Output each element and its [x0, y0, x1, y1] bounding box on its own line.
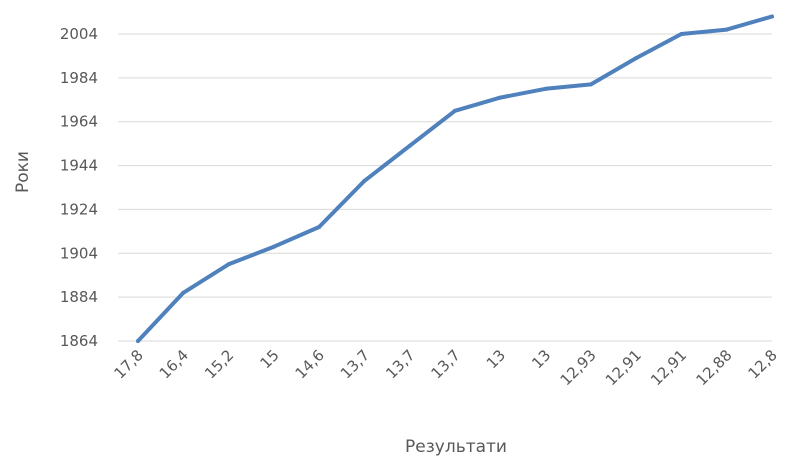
x-tick-label: 17,8 — [110, 346, 146, 382]
y-axis-title: Роки — [13, 151, 33, 193]
x-tick-label: 15,2 — [201, 346, 237, 382]
data-point — [453, 108, 457, 113]
data-point — [181, 290, 186, 295]
series-layer — [136, 14, 774, 343]
data-point — [724, 27, 729, 32]
y-tick-label: 2004 — [60, 25, 98, 43]
y-tick-label: 1904 — [60, 244, 98, 262]
data-point — [634, 56, 639, 61]
y-tick-label: 1984 — [60, 69, 98, 87]
x-tick-label: 13,7 — [382, 346, 418, 382]
data-point — [362, 178, 367, 183]
x-tick-label: 12,91 — [602, 346, 645, 389]
x-tick-label: 12,8 — [744, 346, 780, 382]
x-tick-label: 12,88 — [692, 346, 735, 389]
x-tick-label: 12,91 — [647, 346, 690, 389]
data-point — [498, 95, 503, 100]
series-line-0 — [136, 14, 774, 343]
y-tick-label: 1944 — [60, 157, 98, 175]
x-tick-label: 12,93 — [557, 346, 600, 389]
data-point — [136, 339, 140, 343]
data-point — [679, 32, 684, 36]
x-tick-label: 13 — [528, 346, 554, 372]
data-point — [317, 224, 322, 229]
data-point — [226, 262, 231, 267]
x-tick-label: 15 — [256, 346, 282, 372]
data-point — [588, 82, 593, 87]
gridlines — [118, 33, 772, 342]
y-tick-label: 1924 — [60, 200, 98, 218]
x-axis-title: Результати — [405, 437, 507, 457]
y-tick-label: 1864 — [60, 332, 98, 350]
x-tick-label: 13,7 — [427, 346, 463, 382]
data-point — [543, 86, 548, 91]
data-point — [770, 14, 774, 19]
data-point — [271, 244, 276, 249]
x-tick-label: 16,4 — [156, 346, 192, 382]
x-tick-label: 13,7 — [337, 346, 373, 382]
x-tick-label: 13 — [483, 346, 509, 372]
x-axis-ticks: 17,8 16,4 15,2 15 14,6 13,7 13,7 13,7 13 13 12,93 1… — [110, 346, 780, 389]
x-tick-label: 14,6 — [292, 346, 328, 382]
y-axis-ticks: 1864 1884 1904 1924 1944 1964 1984 2004 — [60, 25, 98, 350]
y-tick-label: 1964 — [60, 113, 98, 131]
y-tick-label: 1884 — [60, 288, 98, 306]
data-point — [407, 143, 412, 148]
